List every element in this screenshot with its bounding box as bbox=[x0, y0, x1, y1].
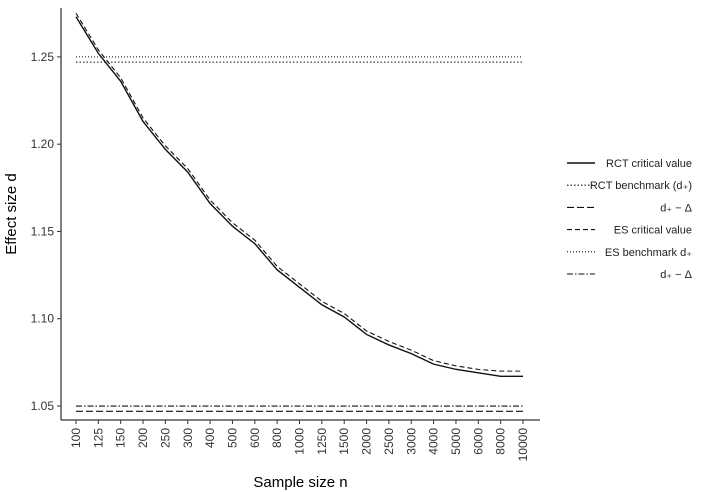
x-tick-label: 150 bbox=[114, 428, 128, 448]
y-tick-label: 1.05 bbox=[31, 399, 55, 413]
x-tick-label: 1000 bbox=[293, 428, 307, 455]
x-tick-label: 8000 bbox=[494, 428, 508, 455]
x-tick-label: 6000 bbox=[471, 428, 485, 455]
y-axis-ticks: 1.05 1.10 1.15 1.20 1.25 bbox=[31, 50, 61, 413]
legend-label-6: d₊ − Δ bbox=[660, 269, 692, 281]
y-tick-label: 1.10 bbox=[31, 312, 55, 326]
x-tick-label: 400 bbox=[203, 428, 217, 448]
x-tick-label: 10000 bbox=[516, 428, 530, 462]
legend-label-5: ES benchmark d₊ bbox=[605, 247, 692, 259]
x-tick-label: 250 bbox=[158, 428, 172, 448]
x-tick-label: 2000 bbox=[360, 428, 374, 455]
y-tick-label: 1.25 bbox=[31, 50, 55, 64]
x-tick-label: 1250 bbox=[315, 428, 329, 455]
legend-label-1: RCT critical value bbox=[606, 158, 692, 170]
x-tick-label: 100 bbox=[69, 428, 83, 448]
x-axis-ticks: 100 125 150 200 250 300 400 500 600 800 1000 1250 15… bbox=[69, 420, 530, 461]
x-tick-label: 800 bbox=[270, 428, 284, 448]
x-tick-label: 125 bbox=[91, 428, 105, 448]
series-lines bbox=[75, 12, 523, 412]
axes bbox=[60, 8, 540, 421]
y-axis-title: Effect size d bbox=[3, 173, 20, 254]
x-tick-label: 3000 bbox=[404, 428, 418, 455]
x-tick-label: 600 bbox=[248, 428, 262, 448]
x-tick-label: 4000 bbox=[427, 428, 441, 455]
x-tick-label: 2500 bbox=[382, 428, 396, 455]
x-tick-label: 5000 bbox=[449, 428, 463, 455]
series-line-4 bbox=[75, 12, 523, 372]
legend: RCT critical value RCT benchmark (d₊) d₊ −… bbox=[567, 158, 693, 281]
x-axis-title: Sample size n bbox=[253, 474, 347, 491]
y-tick-label: 1.15 bbox=[31, 224, 55, 238]
y-tick-label: 1.20 bbox=[31, 137, 55, 151]
x-tick-label: 300 bbox=[181, 428, 195, 448]
legend-label-4: ES critical value bbox=[614, 225, 692, 237]
x-tick-label: 200 bbox=[136, 428, 150, 448]
legend-label-2: RCT benchmark (d₊) bbox=[590, 180, 692, 192]
x-tick-label: 500 bbox=[225, 428, 239, 448]
legend-label-3: d₊ − Δ bbox=[660, 202, 692, 214]
x-tick-label: 1500 bbox=[337, 428, 351, 455]
series-line-1 bbox=[75, 16, 523, 378]
